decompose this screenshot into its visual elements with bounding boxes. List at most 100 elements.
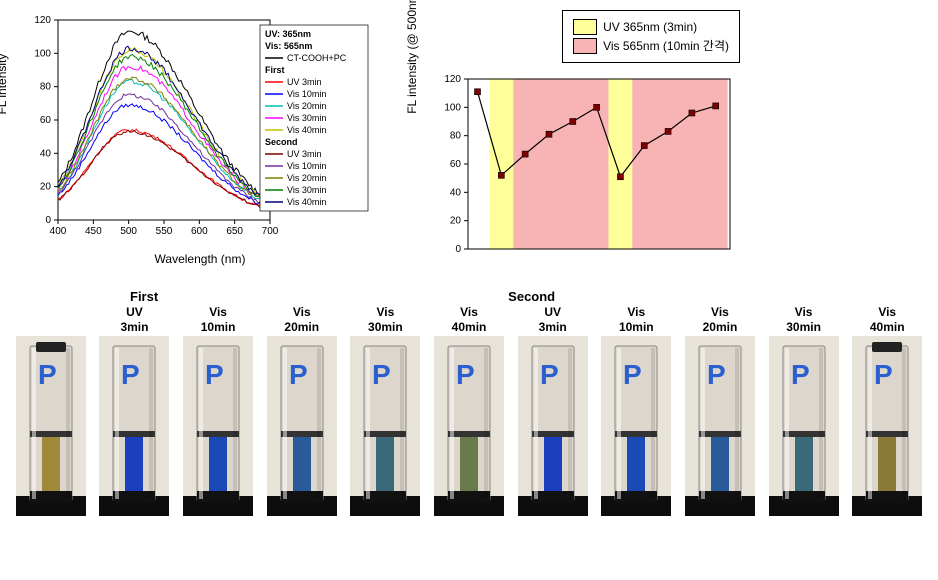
svg-text:100: 100 <box>444 102 461 113</box>
spectra-xlabel: Wavelength (nm) <box>10 252 390 266</box>
cuvette-label: Vis30min <box>786 304 821 334</box>
svg-text:Vis 30min: Vis 30min <box>287 113 326 123</box>
svg-text:700: 700 <box>262 226 279 237</box>
svg-text:Vis 10min: Vis 10min <box>287 89 326 99</box>
cuvette-col: Vis40min P <box>428 304 510 516</box>
svg-text:120: 120 <box>444 74 461 85</box>
svg-text:Vis: 565nm: Vis: 565nm <box>265 41 312 51</box>
legend-row-vis: Vis 565nm (10min 간격) <box>573 37 729 54</box>
cuvette-col: P <box>10 304 92 516</box>
svg-text:80: 80 <box>450 131 462 142</box>
svg-text:600: 600 <box>191 226 208 237</box>
cuvette-label: UV3min <box>539 304 567 334</box>
svg-text:UV 3min: UV 3min <box>287 77 322 87</box>
swatch-vis <box>573 38 597 54</box>
spectra-legend: UV: 365nmVis: 565nmCT-COOH+PCFirstUV 3mi… <box>260 25 368 211</box>
svg-text:P: P <box>121 359 140 390</box>
svg-text:Vis 30min: Vis 30min <box>287 185 326 195</box>
svg-text:First: First <box>265 65 285 75</box>
svg-text:Vis 40min: Vis 40min <box>287 125 326 135</box>
cuvette-icon: P <box>685 336 755 516</box>
legend-vis-label: Vis 565nm (10min 간격) <box>603 37 729 54</box>
cuvette-col: Vis20min P <box>261 304 343 516</box>
svg-text:400: 400 <box>50 226 67 237</box>
svg-text:UV: 365nm: UV: 365nm <box>265 29 311 39</box>
svg-text:550: 550 <box>156 226 173 237</box>
svg-text:650: 650 <box>226 226 243 237</box>
svg-text:80: 80 <box>40 82 52 93</box>
cycle2-header: Second <box>508 289 555 304</box>
svg-text:20: 20 <box>40 182 52 193</box>
svg-text:Vis 10min: Vis 10min <box>287 161 326 171</box>
cuvette-icon: P <box>434 336 504 516</box>
cuvette-label: Vis20min <box>284 304 319 334</box>
cuvette-col: Vis10min P <box>595 304 677 516</box>
cuvette-label: Vis30min <box>368 304 403 334</box>
svg-text:Vis 20min: Vis 20min <box>287 101 326 111</box>
top-row: 400450500550600650700020406080100120UV: … <box>10 10 928 269</box>
svg-text:P: P <box>456 359 475 390</box>
cuvette-col: Vis10min P <box>177 304 259 516</box>
svg-text:60: 60 <box>450 159 462 170</box>
svg-text:Vis 40min: Vis 40min <box>287 197 326 207</box>
spectra-svg: 400 450 500 550 600 650 700 0 20 40 60 80 100 120 UV: … <box>10 10 390 250</box>
cuvette-col: Vis30min P <box>763 304 845 516</box>
cuvette-label: Vis10min <box>201 304 236 334</box>
svg-text:40: 40 <box>40 148 52 159</box>
cuvette-icon: P <box>518 336 588 516</box>
spectra-chart: 400 450 500 550 600 650 700 0 20 40 60 80 100 120 UV: … <box>10 10 390 266</box>
cuvette-icon: P <box>183 336 253 516</box>
cuvette-icon: P <box>16 336 86 516</box>
legend-uv-label: UV 365nm (3min) <box>603 20 697 34</box>
swatch-uv <box>573 19 597 35</box>
cuvette-strip: PUV3minPVis10minPVis20minPVis30minPVis40… <box>10 304 928 516</box>
legend-row-uv: UV 365nm (3min) <box>573 19 729 35</box>
cuvette-icon: P <box>267 336 337 516</box>
cuvette-icon: P <box>350 336 420 516</box>
cuvette-label: Vis20min <box>703 304 738 334</box>
svg-text:0: 0 <box>45 215 51 226</box>
cuvette-label: UV3min <box>120 304 148 334</box>
svg-text:P: P <box>874 359 893 390</box>
svg-text:P: P <box>372 359 391 390</box>
svg-text:UV 3min: UV 3min <box>287 149 322 159</box>
svg-text:P: P <box>623 359 642 390</box>
cuvette-icon: P <box>99 336 169 516</box>
recovery-ylabel: FL intensity (@ 500nm) <box>405 0 419 114</box>
right-column: UV 365nm (3min) Vis 565nm (10min 간격) 0 20… <box>420 10 740 269</box>
spectra-ylabel: FL intensity <box>0 54 9 115</box>
recovery-chart: 020406080100120 FL intensity (@ 500nm) <box>420 69 740 269</box>
cuvette-icon: P <box>601 336 671 516</box>
recovery-legend-box: UV 365nm (3min) Vis 565nm (10min 간격) <box>562 10 740 63</box>
svg-text:0: 0 <box>455 244 461 255</box>
svg-text:450: 450 <box>85 226 102 237</box>
cuvette-label: Vis40min <box>870 304 905 334</box>
cuvette-col: UV3min P <box>512 304 594 516</box>
svg-text:P: P <box>38 359 57 390</box>
svg-text:P: P <box>205 359 224 390</box>
svg-text:40: 40 <box>450 187 462 198</box>
svg-text:60: 60 <box>40 115 52 126</box>
svg-text:P: P <box>540 359 559 390</box>
cuvette-col: Vis40min P <box>846 304 928 516</box>
cuvette-row: First Second PUV3minPVis10minPVis20minPV… <box>10 289 928 516</box>
svg-text:P: P <box>289 359 308 390</box>
cuvette-icon: P <box>769 336 839 516</box>
svg-text:120: 120 <box>34 15 51 26</box>
svg-text:100: 100 <box>34 48 51 59</box>
cuvette-col: Vis30min P <box>345 304 427 516</box>
cuvette-icon: P <box>852 336 922 516</box>
svg-text:Vis 20min: Vis 20min <box>287 173 326 183</box>
svg-text:P: P <box>707 359 726 390</box>
cuvette-label: Vis10min <box>619 304 654 334</box>
svg-text:500: 500 <box>120 226 137 237</box>
recovery-svg: 0 20 40 60 80 100 120 <box>420 69 740 269</box>
cuvette-col: Vis20min P <box>679 304 761 516</box>
svg-text:CT-COOH+PC: CT-COOH+PC <box>287 53 347 63</box>
svg-text:P: P <box>791 359 810 390</box>
svg-text:20: 20 <box>450 216 462 227</box>
cycle1-header: First <box>130 289 158 304</box>
cuvette-col: UV3min P <box>94 304 176 516</box>
cuvette-label: Vis40min <box>452 304 487 334</box>
svg-text:Second: Second <box>265 137 298 147</box>
